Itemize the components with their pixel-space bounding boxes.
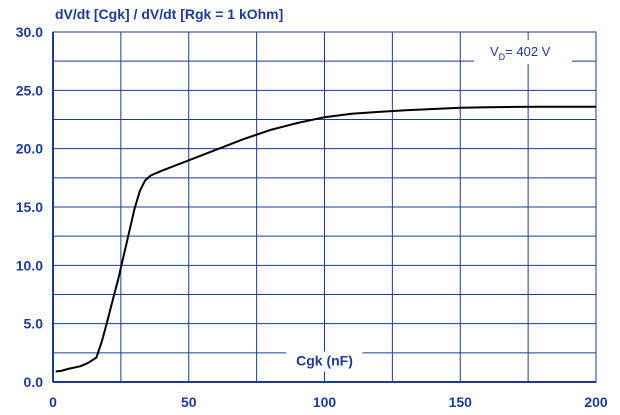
y-tick-label: 0.0 bbox=[24, 374, 44, 390]
x-axis-label-bg bbox=[286, 351, 363, 372]
x-tick-label: 150 bbox=[449, 394, 473, 410]
x-tick-label: 100 bbox=[313, 394, 337, 410]
x-tick-label: 0 bbox=[49, 394, 57, 410]
gridlines bbox=[53, 32, 596, 382]
annotation-text: VD= 402 V bbox=[490, 44, 551, 62]
y-tick-label: 10.0 bbox=[16, 257, 43, 273]
series-line bbox=[55, 105, 596, 373]
chart-title: dV/dt [Cgk] / dV/dt [Rgk = 1 kOhm] bbox=[55, 6, 284, 22]
x-tick-label: 200 bbox=[584, 394, 608, 410]
y-tick-label: 20.0 bbox=[16, 141, 43, 157]
y-tick-label: 5.0 bbox=[24, 316, 44, 332]
y-tick-label: 30.0 bbox=[16, 24, 43, 40]
annotations: Cgk (nF) VD= 402 V bbox=[286, 40, 572, 372]
axes bbox=[52, 31, 597, 383]
y-tick-label: 15.0 bbox=[16, 199, 43, 215]
x-tick-label: 50 bbox=[181, 394, 197, 410]
y-tick-label: 25.0 bbox=[16, 82, 43, 98]
series-layer bbox=[55, 105, 596, 373]
tick-labels: 0 50 100 150 200 0.0 5.0 10.0 15.0 20.0 25.0 30.0 bbox=[16, 24, 608, 410]
annotation-bg bbox=[474, 40, 572, 64]
x-axis-label: Cgk (nF) bbox=[296, 353, 353, 369]
